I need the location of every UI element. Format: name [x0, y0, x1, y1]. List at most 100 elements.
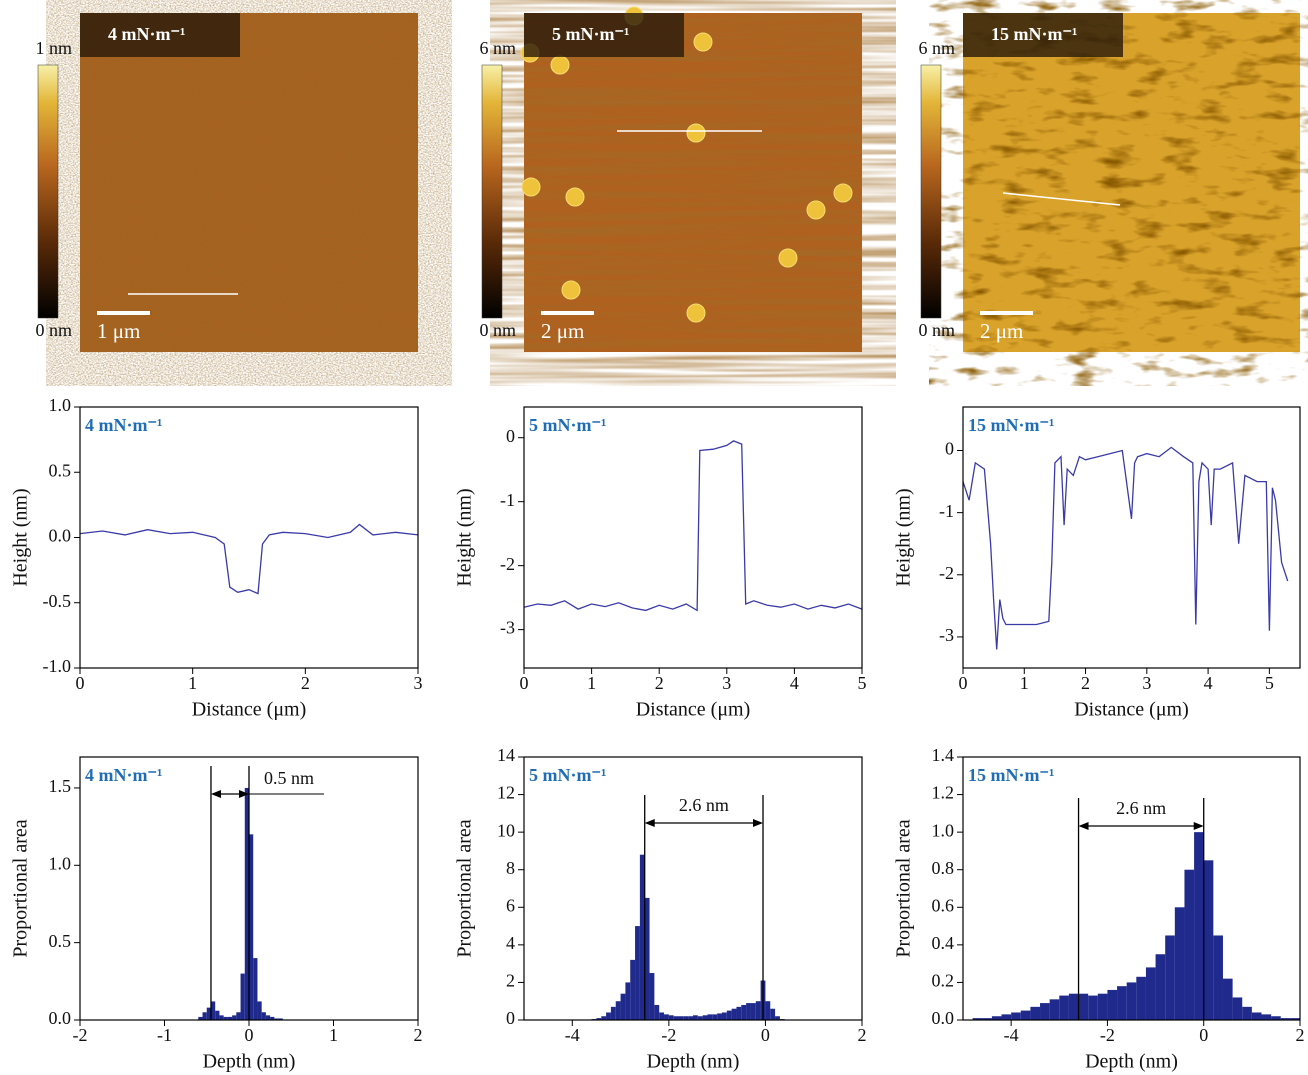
y-tick-label: 1.0	[49, 853, 72, 873]
x-tick-label: 0	[245, 1025, 254, 1045]
island	[833, 183, 853, 203]
plot-frame	[962, 406, 1301, 669]
bar	[625, 982, 631, 1020]
y-axis-label: Height (nm)	[454, 488, 476, 586]
plot-frame	[523, 756, 863, 1021]
scale-bar-label: 2 μm	[541, 319, 584, 343]
bar	[236, 1012, 241, 1020]
bar	[202, 1012, 207, 1020]
y-tick-label: 0	[945, 439, 954, 459]
x-tick-label: 2	[301, 673, 310, 693]
bar	[635, 926, 640, 1020]
bar	[717, 1013, 722, 1020]
panel-label: 5 mN·m⁻¹	[529, 765, 606, 785]
y-tick-label: 1.4	[932, 745, 955, 765]
bar	[261, 1012, 266, 1020]
bar	[620, 993, 626, 1020]
bar	[206, 1007, 211, 1020]
plot-frame	[523, 406, 863, 669]
y-tick-label: 8	[506, 858, 515, 878]
y-tick-label: 4	[506, 933, 515, 953]
y-axis-label: Height (nm)	[10, 488, 32, 586]
x-tick-label: 5	[858, 673, 867, 693]
bar	[664, 1014, 669, 1020]
x-tick-label: 4	[790, 673, 799, 693]
chart: -4 -2 0 2 0.0 0.2 0.4 0.6 0.8 1.0 1.2 1.4 2.6 nm 15 m…	[893, 745, 1305, 1072]
annotation: 2.6 nm	[1116, 798, 1166, 818]
bar	[270, 1016, 275, 1020]
bar	[1251, 1012, 1262, 1020]
x-axis-label: Distance (μm)	[192, 699, 307, 721]
bar	[1068, 993, 1079, 1020]
colorbar-max: 6 nm	[479, 38, 516, 58]
bar	[215, 1010, 220, 1020]
bar	[253, 958, 258, 1020]
bar	[1030, 1006, 1041, 1020]
bar	[1222, 978, 1233, 1020]
colorbar	[37, 64, 59, 319]
y-axis-label: Proportional area	[454, 819, 476, 957]
bar	[596, 1018, 602, 1020]
bar	[1020, 1010, 1031, 1020]
bar	[678, 1016, 684, 1020]
colorbar-max: 1 nm	[35, 38, 72, 58]
arrow-head	[644, 819, 655, 827]
y-tick-label: 0.5	[49, 460, 72, 480]
x-tick-label: 1	[1020, 673, 1029, 693]
bar	[278, 1018, 283, 1020]
bar	[644, 897, 650, 1020]
profile-line	[1002, 192, 1121, 206]
x-axis-label: Distance (μm)	[636, 699, 751, 721]
x-tick-label: 3	[722, 673, 731, 693]
x-tick-label: 0	[761, 1025, 770, 1045]
y-tick-label: 0.2	[932, 971, 955, 991]
y-tick-label: 0.6	[932, 895, 955, 915]
image-label: 4 mN·m⁻¹	[108, 24, 185, 44]
x-tick-label: 1	[329, 1025, 338, 1045]
arrow-head	[210, 790, 221, 798]
bar	[274, 1018, 279, 1020]
y-tick-label: 0.4	[932, 933, 955, 953]
bar	[702, 1015, 708, 1020]
arrow-head	[239, 790, 249, 798]
bar	[649, 973, 655, 1020]
bar	[223, 1016, 228, 1020]
y-tick-label: -1	[500, 490, 515, 510]
label-box	[80, 13, 240, 57]
bar	[1213, 935, 1223, 1020]
bar	[1232, 997, 1243, 1020]
y-tick-label: 0	[506, 1008, 515, 1028]
island	[686, 303, 706, 323]
y-tick-label: 0.5	[49, 931, 72, 951]
bar	[775, 1016, 780, 1020]
island	[565, 187, 585, 207]
bar	[198, 1016, 203, 1020]
bar	[606, 1012, 611, 1020]
bar	[244, 787, 249, 1020]
x-tick-label: 1	[188, 673, 197, 693]
x-tick-label: 2	[1296, 1025, 1305, 1045]
y-tick-label: 1.5	[49, 776, 72, 796]
island	[693, 32, 713, 52]
bar	[683, 1016, 689, 1020]
x-tick-label: 2	[858, 1025, 867, 1045]
colorbar	[481, 64, 503, 319]
x-tick-label: 4	[1204, 673, 1213, 693]
x-axis-label: Distance (μm)	[1074, 699, 1189, 721]
bar	[654, 1004, 660, 1020]
bar	[1011, 1012, 1021, 1020]
y-tick-label: 0.0	[49, 526, 72, 546]
y-tick-label: 0	[506, 426, 515, 446]
profile	[962, 446, 1289, 650]
x-tick-label: -2	[1100, 1025, 1115, 1045]
x-tick-label: 0	[1199, 1025, 1208, 1045]
bar	[1001, 1014, 1012, 1020]
bar	[601, 1016, 607, 1020]
chart: -2 -1 0 1 2 0.0 0.5 1.0 1.5 0.5 nm 4 mN·m⁻¹ Depth (…	[10, 756, 423, 1073]
bar	[1165, 935, 1175, 1020]
x-tick-label: 2	[655, 673, 664, 693]
afm-texture	[80, 13, 418, 352]
y-tick-label: 6	[506, 895, 515, 915]
bar	[741, 1004, 747, 1020]
